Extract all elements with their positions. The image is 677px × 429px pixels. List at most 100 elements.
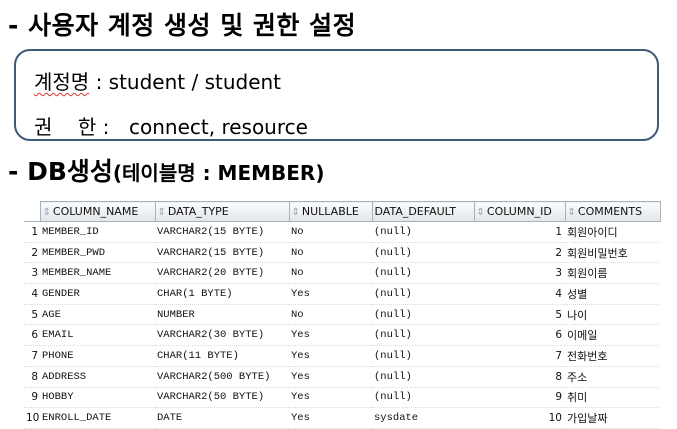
column-id-cell[interactable]: 1 bbox=[474, 221, 565, 243]
table-row[interactable]: 5 AGE NUMBER No (null) 5 나이 bbox=[24, 304, 660, 326]
table-row[interactable]: 4 GENDER CHAR(1 BYTE) Yes (null) 4 성별 bbox=[24, 283, 660, 305]
row-number[interactable]: 10 bbox=[24, 407, 40, 429]
data-type-cell[interactable]: DATE bbox=[155, 407, 289, 429]
column-header[interactable]: ⇕ COMMENTS bbox=[564, 201, 661, 222]
comments-cell[interactable]: 주소 bbox=[565, 366, 660, 388]
table-row[interactable]: 3 MEMBER_NAME VARCHAR2(20 BYTE) No (null) 3 회원… bbox=[24, 262, 660, 285]
data-type-cell[interactable]: VARCHAR2(20 BYTE) bbox=[155, 262, 289, 285]
table-row[interactable]: 7 PHONE CHAR(11 BYTE) Yes (null) 7 전화번호 bbox=[24, 345, 660, 367]
table-row[interactable]: 6 EMAIL VARCHAR2(30 BYTE) Yes (null) 6 이메일 bbox=[24, 324, 660, 347]
data-type-cell[interactable]: VARCHAR2(15 BYTE) bbox=[155, 242, 289, 264]
nullable-cell[interactable]: Yes bbox=[289, 345, 372, 367]
row-number[interactable]: 5 bbox=[24, 304, 40, 326]
data-default-cell[interactable]: (null) bbox=[372, 262, 474, 285]
row-number[interactable]: 9 bbox=[24, 387, 40, 409]
column-name-cell[interactable]: MEMBER_ID bbox=[40, 221, 155, 243]
sort-icon[interactable]: ⇕ bbox=[476, 207, 485, 218]
data-type-cell[interactable]: VARCHAR2(15 BYTE) bbox=[155, 221, 289, 243]
data-default-cell[interactable]: (null) bbox=[372, 304, 474, 326]
row-number[interactable]: 2 bbox=[24, 242, 40, 264]
comments-cell[interactable]: 전화번호 bbox=[565, 345, 660, 367]
data-default-cell[interactable]: (null) bbox=[372, 221, 474, 243]
column-header[interactable]: ⇕ COLUMN_ID bbox=[473, 201, 566, 222]
column-name-cell[interactable]: ADDRESS bbox=[40, 366, 155, 388]
comments-cell[interactable]: 나이 bbox=[565, 304, 660, 326]
row-number[interactable]: 4 bbox=[24, 283, 40, 305]
row-number[interactable]: 1 bbox=[24, 221, 40, 243]
table-header-row: ⇕ COLUMN_NAME ⇕ DATA_TYPE ⇕ NULLABLE DATA_D… bbox=[24, 201, 661, 222]
column-header[interactable]: ⇕ NULLABLE bbox=[288, 201, 373, 222]
data-default-cell[interactable]: (null) bbox=[372, 387, 474, 409]
column-id-cell[interactable]: 2 bbox=[474, 242, 565, 264]
data-type-cell[interactable]: VARCHAR2(30 BYTE) bbox=[155, 324, 289, 347]
heading-db-create-main: - DB생성 bbox=[8, 157, 113, 186]
sort-icon[interactable]: ⇕ bbox=[291, 207, 300, 218]
table-row[interactable]: 9 HOBBY VARCHAR2(50 BYTE) Yes (null) 9 취미 bbox=[24, 387, 660, 409]
nullable-cell[interactable]: No bbox=[289, 262, 372, 285]
table-row[interactable]: 8 ADDRESS VARCHAR2(500 BYTE) Yes (null) 8 주소 bbox=[24, 366, 660, 388]
column-id-cell[interactable]: 5 bbox=[474, 304, 565, 326]
sort-icon[interactable]: ⇕ bbox=[157, 207, 166, 218]
data-default-cell[interactable]: (null) bbox=[372, 324, 474, 347]
account-line: 계정명 : student / student bbox=[34, 66, 281, 95]
privilege-line: 권 한 : connect, resource bbox=[34, 111, 308, 140]
column-id-cell[interactable]: 6 bbox=[474, 324, 565, 347]
column-id-cell[interactable]: 4 bbox=[474, 283, 565, 305]
data-default-cell[interactable]: (null) bbox=[372, 366, 474, 388]
sort-icon[interactable]: ⇕ bbox=[42, 207, 51, 218]
column-id-cell[interactable]: 10 bbox=[474, 407, 565, 429]
comments-cell[interactable]: 가입날짜 bbox=[565, 407, 660, 429]
nullable-cell[interactable]: Yes bbox=[289, 407, 372, 429]
data-default-cell[interactable]: (null) bbox=[372, 242, 474, 264]
data-default-cell[interactable]: (null) bbox=[372, 283, 474, 305]
column-header[interactable]: ⇕ COLUMN_NAME bbox=[39, 201, 156, 222]
column-name-cell[interactable]: EMAIL bbox=[40, 324, 155, 347]
data-type-cell[interactable]: VARCHAR2(50 BYTE) bbox=[155, 387, 289, 409]
heading-db-create: - DB생성(테이블명 : MEMBER) bbox=[8, 152, 324, 188]
column-id-cell[interactable]: 3 bbox=[474, 262, 565, 285]
comments-cell[interactable]: 회원이름 bbox=[565, 262, 660, 285]
nullable-cell[interactable]: Yes bbox=[289, 387, 372, 409]
table-row[interactable]: 1 MEMBER_ID VARCHAR2(15 BYTE) No (null) 1 회원아이… bbox=[24, 221, 660, 243]
data-type-cell[interactable]: NUMBER bbox=[155, 304, 289, 326]
account-value: : student / student bbox=[95, 70, 282, 94]
column-name-cell[interactable]: ENROLL_DATE bbox=[40, 407, 155, 429]
row-number[interactable]: 3 bbox=[24, 262, 40, 285]
data-default-cell[interactable]: (null) bbox=[372, 345, 474, 367]
nullable-cell[interactable]: Yes bbox=[289, 283, 372, 305]
column-name-cell[interactable]: PHONE bbox=[40, 345, 155, 367]
column-id-cell[interactable]: 9 bbox=[474, 387, 565, 409]
nullable-cell[interactable]: No bbox=[289, 242, 372, 264]
account-info-box: 계정명 : student / student 권 한 : connect, re… bbox=[14, 49, 659, 141]
privilege-label: 권 한 : bbox=[34, 115, 110, 139]
data-type-cell[interactable]: VARCHAR2(500 BYTE) bbox=[155, 366, 289, 388]
column-id-cell[interactable]: 8 bbox=[474, 366, 565, 388]
nullable-cell[interactable]: Yes bbox=[289, 324, 372, 347]
nullable-cell[interactable]: Yes bbox=[289, 366, 372, 388]
comments-cell[interactable]: 회원비밀번호 bbox=[565, 242, 660, 264]
nullable-cell[interactable]: No bbox=[289, 304, 372, 326]
column-header[interactable]: DATA_DEFAULT bbox=[371, 201, 475, 222]
column-name-cell[interactable]: MEMBER_NAME bbox=[40, 262, 155, 285]
data-default-cell[interactable]: sysdate bbox=[372, 407, 474, 429]
column-name-cell[interactable]: AGE bbox=[40, 304, 155, 326]
comments-cell[interactable]: 취미 bbox=[565, 387, 660, 409]
comments-cell[interactable]: 성별 bbox=[565, 283, 660, 305]
privilege-value: connect, resource bbox=[129, 115, 308, 139]
table-row[interactable]: 2 MEMBER_PWD VARCHAR2(15 BYTE) No (null) 2 회원비… bbox=[24, 242, 660, 264]
comments-cell[interactable]: 이메일 bbox=[565, 324, 660, 347]
column-id-cell[interactable]: 7 bbox=[474, 345, 565, 367]
comments-cell[interactable]: 회원아이디 bbox=[565, 221, 660, 243]
column-name-cell[interactable]: HOBBY bbox=[40, 387, 155, 409]
data-type-cell[interactable]: CHAR(11 BYTE) bbox=[155, 345, 289, 367]
table-row[interactable]: 10 ENROLL_DATE DATE Yes sysdate 10 가입날짜 bbox=[24, 407, 660, 429]
data-type-cell[interactable]: CHAR(1 BYTE) bbox=[155, 283, 289, 305]
nullable-cell[interactable]: No bbox=[289, 221, 372, 243]
row-number[interactable]: 6 bbox=[24, 324, 40, 347]
column-name-cell[interactable]: MEMBER_PWD bbox=[40, 242, 155, 264]
row-number[interactable]: 8 bbox=[24, 366, 40, 388]
sort-icon[interactable]: ⇕ bbox=[567, 207, 576, 218]
row-number[interactable]: 7 bbox=[24, 345, 40, 367]
column-name-cell[interactable]: GENDER bbox=[40, 283, 155, 305]
column-header[interactable]: ⇕ DATA_TYPE bbox=[154, 201, 290, 222]
